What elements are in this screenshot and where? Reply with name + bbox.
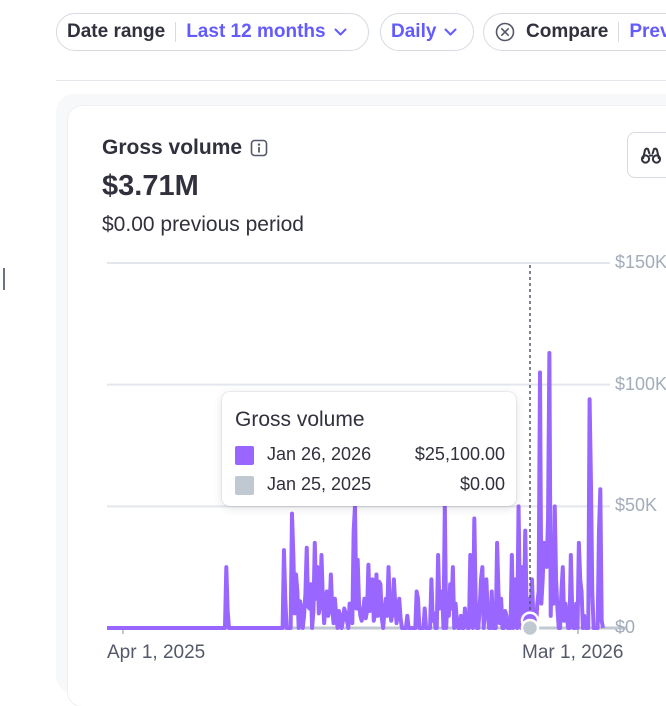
tooltip-title: Gross volume (235, 408, 365, 431)
y-tick-label: $50K (615, 495, 658, 516)
y-tick-label: $100K (615, 373, 666, 394)
explore-button[interactable] (627, 132, 666, 178)
date-range-label: Date range (67, 21, 166, 42)
date-range-filter[interactable]: Date range Last 12 months (56, 13, 369, 51)
interval-filter[interactable]: Daily (380, 13, 474, 51)
chart-tooltip: Gross volume Jan 26, 2026 $25,100.00 Jan… (222, 392, 516, 506)
chevron-down-icon (444, 28, 457, 35)
close-circle-icon[interactable] (494, 21, 516, 43)
divider (175, 22, 177, 42)
card-title-text: Gross volume (102, 136, 243, 159)
compare-value: Prev (629, 21, 666, 42)
tooltip-row-current: Jan 26, 2026 $25,100.00 (235, 444, 505, 468)
info-icon[interactable] (250, 139, 268, 157)
y-tick-label: $150K (615, 252, 666, 272)
divider (56, 80, 666, 81)
compare-label: Compare (526, 21, 609, 42)
legend-swatch-current (235, 446, 254, 465)
gross-volume-total: $3.71M (102, 170, 199, 202)
tooltip-date: Jan 25, 2025 (267, 474, 372, 494)
previous-period-value: $0.00 previous period (102, 213, 304, 236)
binoculars-icon (640, 147, 662, 164)
x-tick-label: Mar 1, 2026 (522, 642, 624, 663)
tooltip-date: Jan 26, 2026 (267, 444, 372, 464)
gross-volume-chart[interactable] (0, 0, 666, 670)
chevron-down-icon (334, 28, 347, 35)
y-tick-label: $0 (615, 617, 636, 637)
date-range-value: Last 12 months (186, 21, 326, 42)
compare-filter[interactable]: Compare Prev (483, 13, 666, 51)
card-title: Gross volume (102, 136, 268, 160)
sidebar-edge-marker (3, 268, 5, 290)
tooltip-row-previous: Jan 25, 2025 $0.00 (235, 474, 505, 498)
hover-point-previous (520, 618, 540, 638)
tooltip-value: $0.00 (459, 474, 505, 494)
x-tick-label: Apr 1, 2025 (107, 642, 206, 663)
divider (618, 22, 620, 42)
legend-swatch-previous (235, 476, 254, 495)
tooltip-value: $25,100.00 (414, 444, 505, 464)
interval-value: Daily (391, 21, 437, 42)
series-line-current (106, 351, 605, 630)
